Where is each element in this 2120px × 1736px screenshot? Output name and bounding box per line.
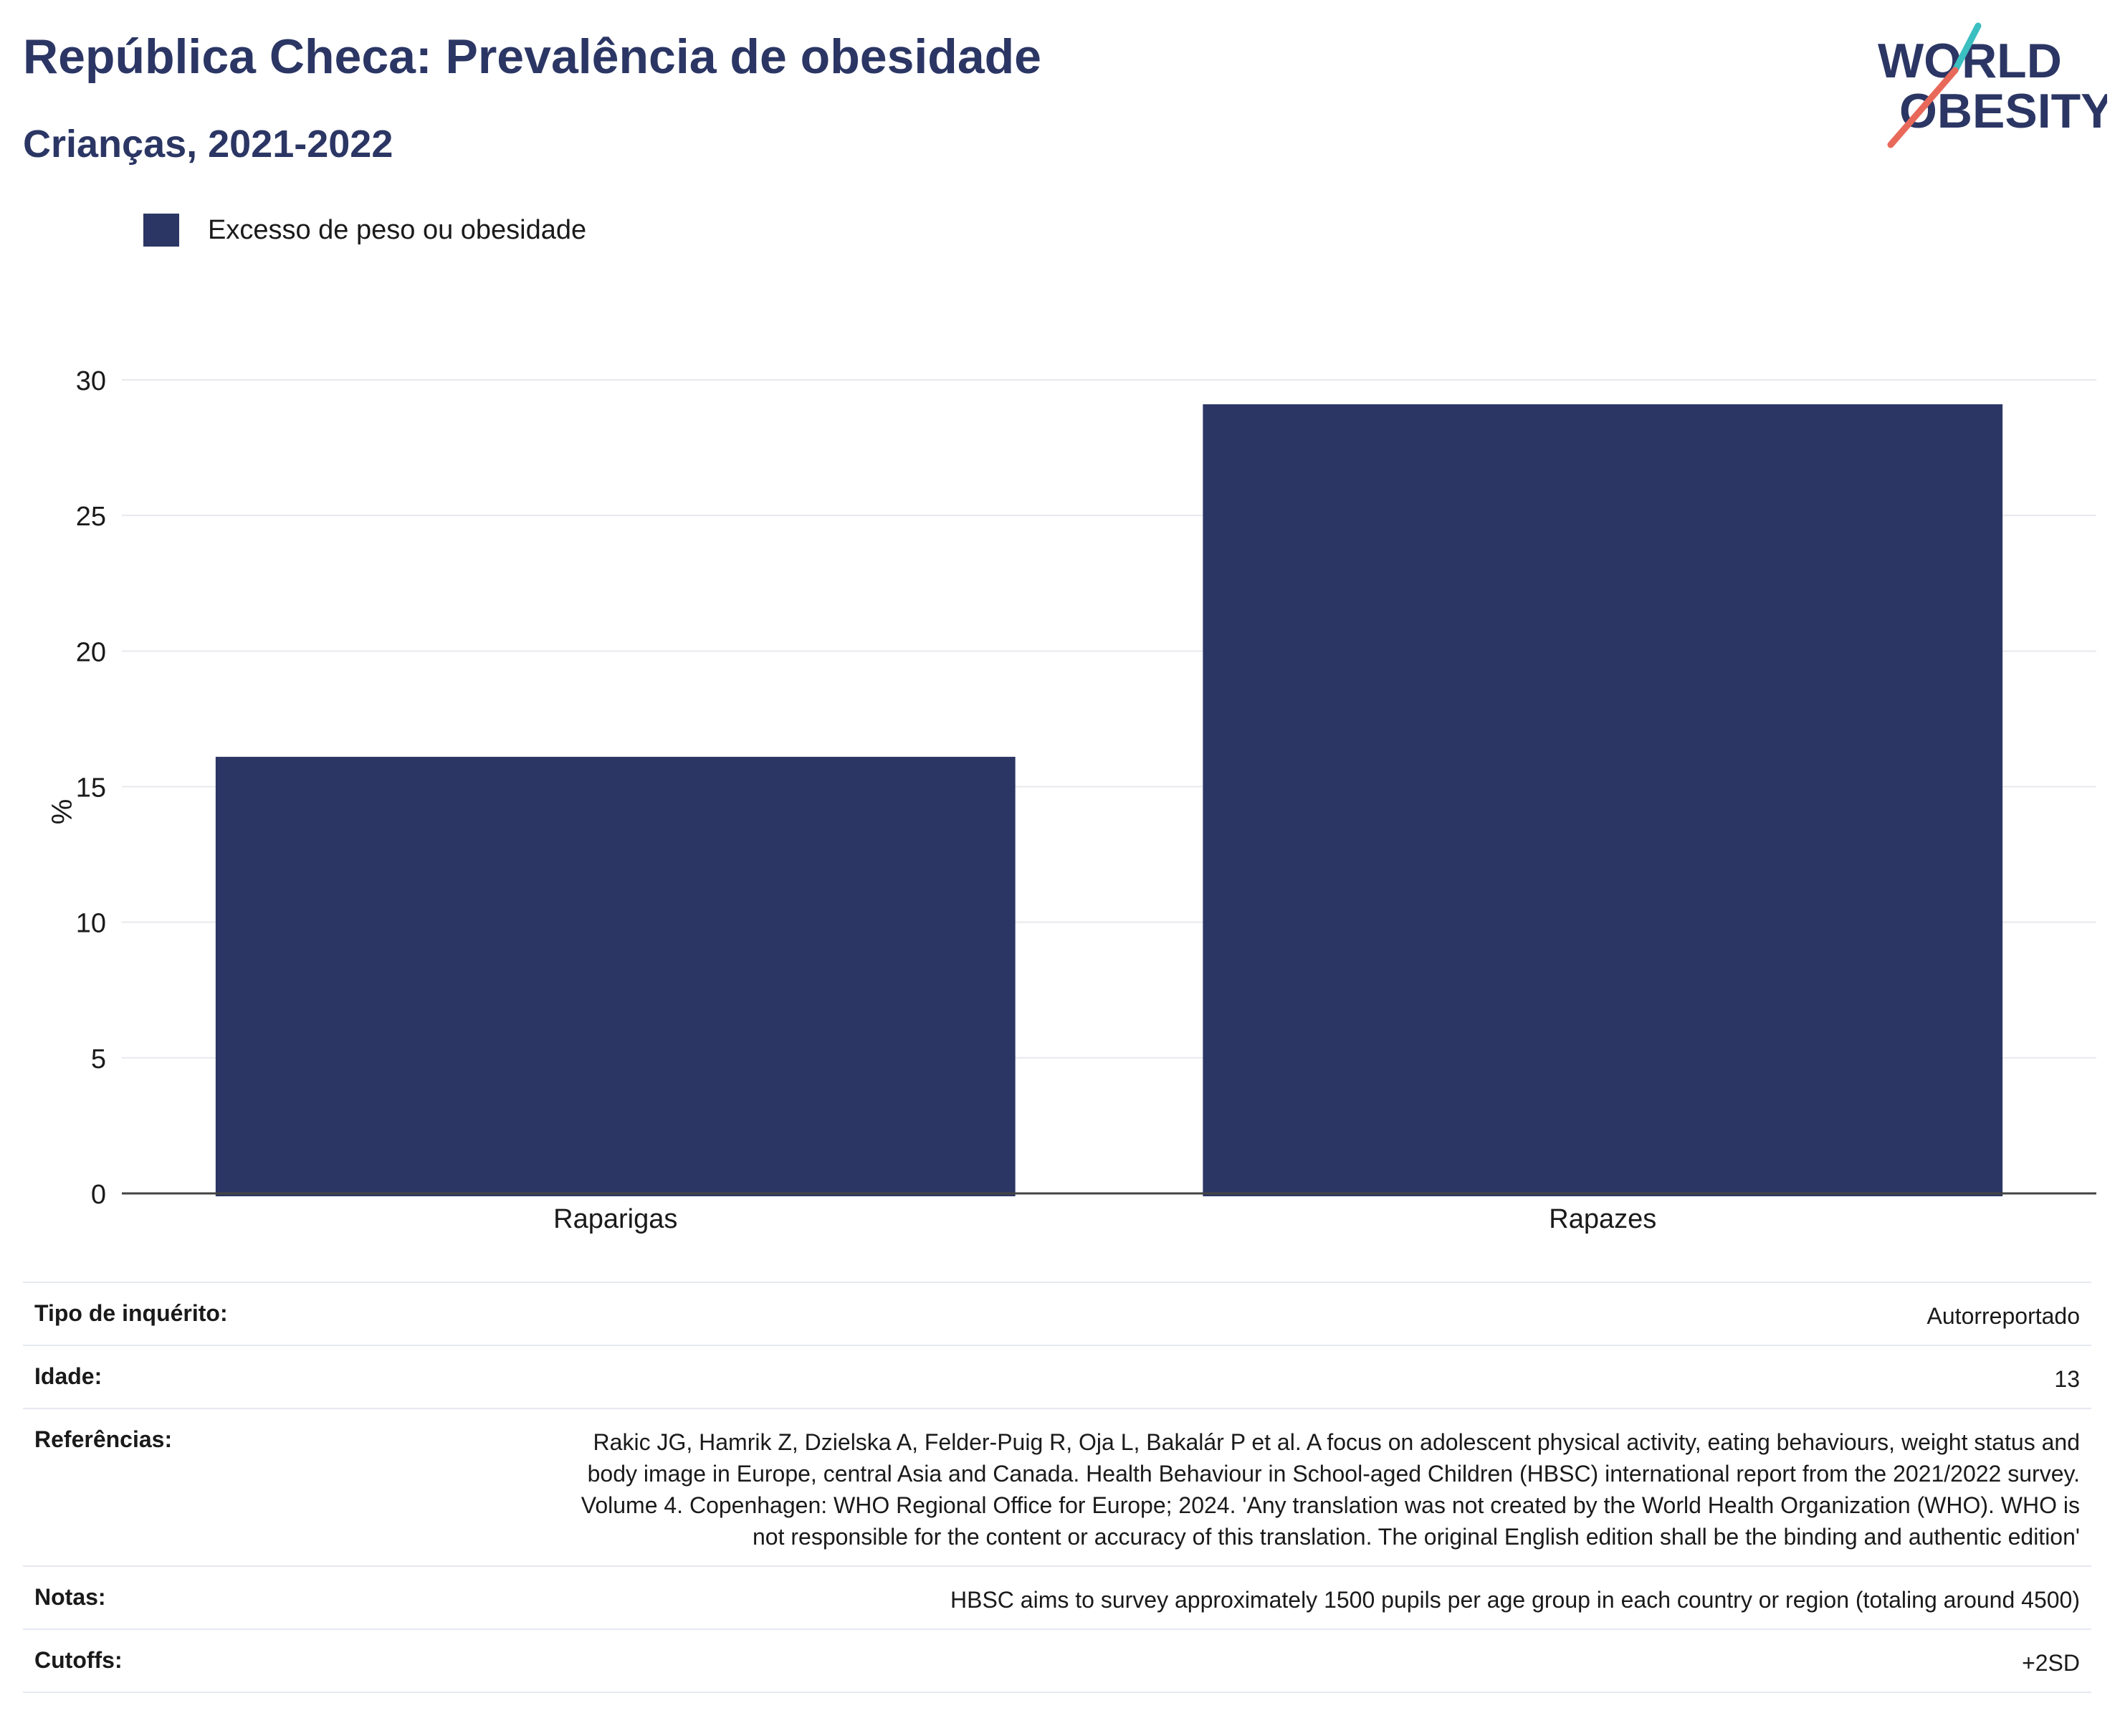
y-axis-label: %	[45, 799, 77, 825]
chart-legend: Excesso de peso ou obesidade	[143, 214, 586, 247]
info-row: Cutoffs: +2SD	[23, 1628, 2091, 1693]
info-value: +2SD	[2022, 1650, 2080, 1676]
y-tick-label: 20	[76, 637, 106, 667]
info-key: Cutoffs:	[34, 1647, 123, 1673]
bar-rapazes	[1203, 404, 2003, 1196]
page-title: República Checa: Prevalência de obesidad…	[23, 29, 1041, 84]
logo-slash-coral	[1887, 67, 1959, 148]
y-tick-label: 5	[91, 1044, 106, 1074]
y-tick-label: 15	[76, 773, 106, 803]
world-obesity-logo: WORLD OBESITY	[1878, 22, 2107, 148]
legend-label: Excesso de peso ou obesidade	[208, 214, 587, 245]
info-row: Referências: Rakic JG, Hamrik Z, Dzielska…	[23, 1408, 2091, 1565]
bar-raparigas	[215, 756, 1016, 1196]
info-value: 13	[2054, 1366, 2080, 1392]
logo-slash-teal	[1952, 22, 1982, 74]
info-key: Tipo de inquérito:	[34, 1300, 228, 1326]
info-row: Notas: HBSC aims to survey approximately …	[23, 1565, 2091, 1628]
info-key: Referências:	[34, 1426, 173, 1452]
info-value: Autorreportado	[1926, 1303, 2080, 1329]
x-tick-label: Rapazes	[1549, 1204, 1656, 1234]
page-subtitle: Crianças, 2021-2022	[23, 123, 393, 166]
bar-chart: 0 5 10 15 20 25 30% Raparigas Rapazes	[45, 366, 2096, 1234]
info-key: Idade:	[34, 1363, 102, 1389]
info-key: Notas:	[34, 1584, 106, 1610]
y-tick-label: 25	[76, 502, 106, 532]
legend-swatch	[143, 214, 179, 247]
info-table: Tipo de inquérito: Autorreportado Idade: 13…	[23, 1282, 2091, 1693]
y-tick-label: 30	[76, 366, 106, 396]
logo-line2: OBESITY	[1899, 84, 2107, 138]
x-tick-label: Raparigas	[553, 1204, 677, 1234]
y-tick-label: 0	[91, 1180, 106, 1210]
y-tick-label: 10	[76, 909, 106, 939]
info-value: Rakic JG, Hamrik Z, Dzielska A, Felder-P…	[581, 1429, 2080, 1550]
info-row: Idade: 13	[23, 1345, 2091, 1408]
info-value: HBSC aims to survey approximately 1500 p…	[950, 1587, 2080, 1613]
info-row: Tipo de inquérito: Autorreportado	[23, 1282, 2091, 1345]
